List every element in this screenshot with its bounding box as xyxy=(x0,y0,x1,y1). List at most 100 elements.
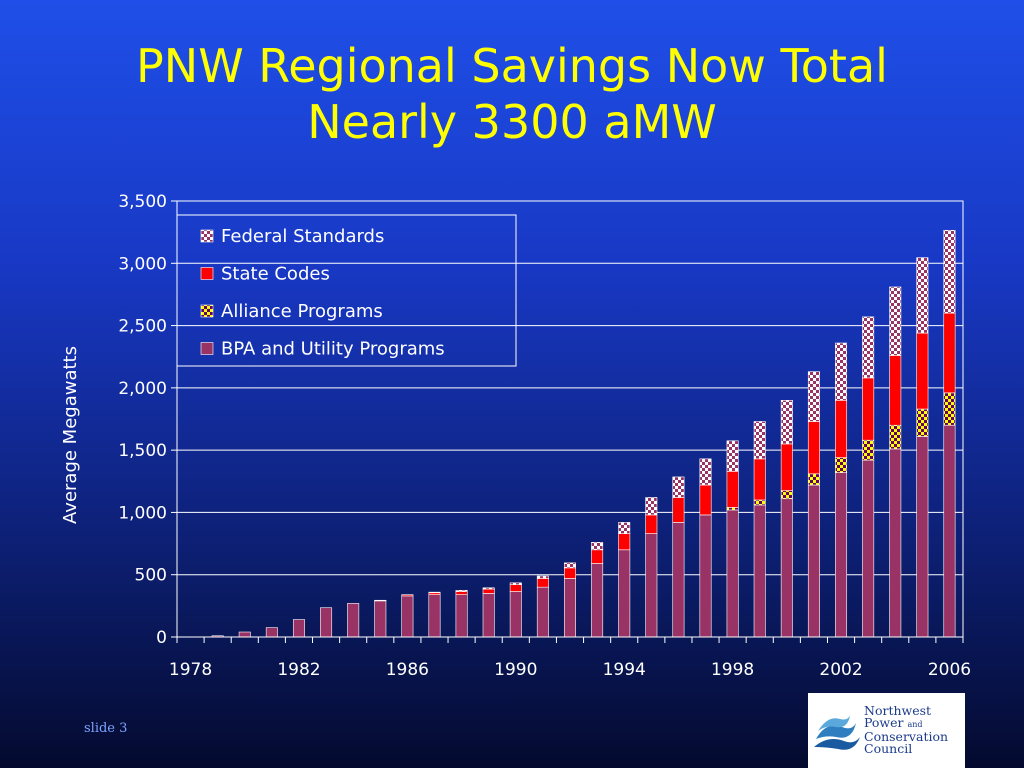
bar-state-codes-1989 xyxy=(482,588,495,594)
bar-state-codes-1997 xyxy=(699,484,712,516)
legend-swatch-alliance-programs xyxy=(200,304,214,318)
bar-federal-standards-2002 xyxy=(835,342,848,401)
x-tick-label: 1978 xyxy=(169,660,212,680)
bar-bpa-and-utility-programs-1991 xyxy=(536,586,549,638)
legend-label-federal-standards: Federal Standards xyxy=(221,226,384,247)
bar-bpa-and-utility-programs-1987 xyxy=(428,594,441,638)
bar-federal-standards-2003 xyxy=(862,316,875,379)
bar-bpa-and-utility-programs-2006 xyxy=(943,424,956,638)
bar-bpa-and-utility-programs-1998 xyxy=(726,509,739,638)
bar-bpa-and-utility-programs-1997 xyxy=(699,514,712,638)
logo-line2a: Power xyxy=(864,715,904,730)
bar-bpa-and-utility-programs-2003 xyxy=(862,459,875,638)
bar-federal-standards-1995 xyxy=(645,497,658,516)
legend-label-state-codes: State Codes xyxy=(221,264,330,285)
y-tick-label: 2,000 xyxy=(118,379,167,399)
council-logo: Northwest Power and Conservation Council xyxy=(808,693,965,768)
bar-federal-standards-1998 xyxy=(726,440,739,472)
logo-text: Northwest Power and Conservation Council xyxy=(864,703,949,756)
y-tick-label: 3,500 xyxy=(118,192,167,212)
slide-title-line1: PNW Regional Savings Now Total xyxy=(136,39,888,93)
y-axis-label: Average Megawatts xyxy=(60,346,81,524)
legend-label-bpa-and-utility-programs: BPA and Utility Programs xyxy=(221,339,445,360)
logo-line1: Northwest xyxy=(864,703,932,718)
bar-alliance-programs-2001 xyxy=(807,473,820,486)
bar-alliance-programs-2005 xyxy=(916,408,929,437)
bar-federal-standards-2006 xyxy=(943,229,956,314)
bar-state-codes-2002 xyxy=(835,400,848,458)
bar-bpa-and-utility-programs-1986 xyxy=(401,595,414,638)
bar-federal-standards-1993 xyxy=(591,542,604,551)
bar-state-codes-1996 xyxy=(672,497,685,523)
bar-federal-standards-1987 xyxy=(428,591,441,594)
x-tick-label: 1998 xyxy=(711,660,754,680)
bar-bpa-and-utility-programs-1990 xyxy=(509,591,522,638)
bar-alliance-programs-2004 xyxy=(889,424,902,450)
logo-line2b: and xyxy=(907,720,923,729)
bar-state-codes-2000 xyxy=(780,443,793,491)
bar-bpa-and-utility-programs-2005 xyxy=(916,436,929,638)
bar-alliance-programs-2002 xyxy=(835,457,848,473)
bar-federal-standards-2005 xyxy=(916,257,929,334)
bar-state-codes-1988 xyxy=(455,591,468,595)
bar-federal-standards-2000 xyxy=(780,400,793,445)
bar-alliance-programs-1998 xyxy=(726,507,739,511)
bar-federal-standards-1992 xyxy=(564,562,576,569)
x-tick-label: 1986 xyxy=(386,660,429,680)
bar-federal-standards-1991 xyxy=(536,575,549,579)
chart-axes xyxy=(171,200,964,643)
x-tick-label: 1994 xyxy=(603,660,646,680)
bar-bpa-and-utility-programs-1988 xyxy=(455,594,468,638)
plot-border xyxy=(176,200,964,638)
y-tick-label: 500 xyxy=(135,566,167,586)
bar-federal-standards-1989 xyxy=(482,587,495,590)
bar-alliance-programs-2006 xyxy=(943,392,956,426)
x-tick-label: 1990 xyxy=(494,660,537,680)
bar-bpa-and-utility-programs-2002 xyxy=(835,472,848,638)
bar-state-codes-2005 xyxy=(916,332,929,410)
y-tick-label: 3,000 xyxy=(118,254,167,274)
bar-bpa-and-utility-programs-1992 xyxy=(564,578,576,638)
y-tick-labels: 0 500 1,000 1,500 2,000 2,500 3,000 3,500 xyxy=(118,192,167,648)
x-tick-label: 2006 xyxy=(928,660,971,680)
legend-swatch-federal-standards xyxy=(200,229,214,243)
bar-alliance-programs-2000 xyxy=(780,490,793,500)
legend-label-alliance-programs: Alliance Programs xyxy=(221,301,383,322)
y-tick-label: 1,500 xyxy=(118,441,167,461)
bar-state-codes-1998 xyxy=(726,471,739,508)
bar-bpa-and-utility-programs-2000 xyxy=(780,498,793,638)
bar-bpa-and-utility-programs-1995 xyxy=(645,533,658,638)
bar-bpa-and-utility-programs-1982 xyxy=(292,619,305,638)
bar-state-codes-1995 xyxy=(645,514,658,534)
x-tick-label: 1982 xyxy=(277,660,320,680)
legend-swatch-state-codes xyxy=(200,267,214,280)
logo-line4: Council xyxy=(864,741,913,756)
slide-title-line2: Nearly 3300 aMW xyxy=(307,95,717,149)
legend-box xyxy=(176,214,517,367)
bar-bpa-and-utility-programs-1996 xyxy=(672,522,685,638)
bar-bpa-and-utility-programs-1994 xyxy=(618,549,631,638)
bar-federal-standards-1996 xyxy=(672,476,685,498)
bar-state-codes-1985 xyxy=(374,599,387,602)
bar-federal-standards-1994 xyxy=(618,522,631,534)
bar-state-codes-2004 xyxy=(889,355,902,426)
bar-state-codes-2001 xyxy=(807,421,820,475)
bar-state-codes-1999 xyxy=(753,458,766,501)
bar-alliance-programs-2003 xyxy=(862,439,875,461)
bar-bpa-and-utility-programs-1989 xyxy=(482,593,495,638)
x-tick-labels: 1978 1982 1986 1990 1994 1998 2002 2006 xyxy=(169,660,971,680)
bar-federal-standards-1988 xyxy=(455,589,468,592)
bar-bpa-and-utility-programs-1999 xyxy=(753,504,766,638)
x-tick-label: 2002 xyxy=(819,660,862,680)
bar-bpa-and-utility-programs-1980 xyxy=(238,631,251,638)
bar-bpa-and-utility-programs-1985 xyxy=(374,600,387,638)
bar-state-codes-2003 xyxy=(862,377,875,441)
bar-state-codes-1993 xyxy=(591,549,604,564)
bar-state-codes-1994 xyxy=(618,533,631,551)
logo-line3: Conservation xyxy=(864,729,949,744)
bar-bpa-and-utility-programs-1984 xyxy=(347,603,360,638)
bar-state-codes-1992 xyxy=(564,567,576,579)
bar-federal-standards-2004 xyxy=(889,286,902,356)
bar-state-codes-1986 xyxy=(401,594,414,597)
